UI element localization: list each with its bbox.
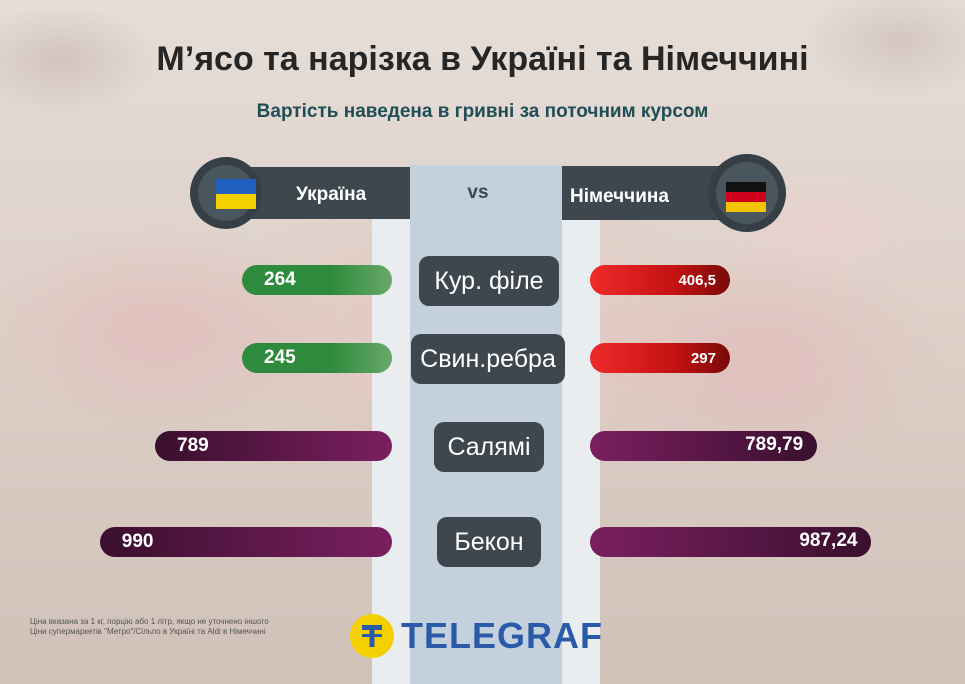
- bar-ukraine-1: [242, 343, 392, 373]
- header-ukraine: Україна: [190, 157, 410, 229]
- footnote-1: Ціна вказана за 1 кг, порцію або 1 літр,…: [30, 617, 269, 626]
- category-pill-3: Бекон: [437, 517, 541, 567]
- bar-ukraine-label-1: 245: [264, 347, 296, 368]
- header-germany: Німеччина: [562, 154, 786, 232]
- bar-germany-label-3: 987,24: [799, 530, 858, 551]
- vs-label: vs: [467, 182, 489, 203]
- bar-germany-label-2: 789,79: [745, 434, 804, 455]
- category-pill-1: Свин.ребра: [411, 334, 565, 384]
- bar-germany-1: [590, 343, 730, 373]
- header-germany-label: Німеччина: [570, 186, 669, 207]
- page-subtitle: Вартість наведена в гривні за поточним к…: [256, 101, 709, 122]
- bar-ukraine-3: [99, 527, 392, 557]
- header-ukraine-label: Україна: [296, 184, 367, 205]
- ukraine-flag-icon: [216, 179, 256, 209]
- bar-ukraine-label-3: 990: [121, 531, 154, 552]
- footnote-2: Ціни супермаркетів "Метро"/Сільпо в Укра…: [30, 627, 266, 636]
- bar-ukraine-0: [242, 265, 392, 295]
- page-title: М’ясо та нарізка в Україні та Німеччині: [156, 40, 809, 78]
- bar-germany-label-0: 406,5: [678, 272, 716, 289]
- bar-ukraine-2: [155, 431, 392, 461]
- telegraf-logo-mark: [362, 625, 382, 647]
- bar-germany-label-1: 297: [690, 350, 716, 367]
- bar-ukraine-label-2: 789: [177, 435, 209, 456]
- bar-germany-3: [590, 527, 872, 557]
- bar-germany-0: [590, 265, 730, 295]
- germany-flag-icon: [726, 182, 766, 212]
- category-pill-2: Салямі: [434, 422, 544, 472]
- vs-box: [410, 165, 562, 227]
- bar-germany-2: [590, 431, 818, 461]
- category-pill-0: Кур. філе: [419, 256, 559, 306]
- telegraf-logo-icon: [350, 614, 394, 658]
- bar-ukraine-label-0: 264: [264, 269, 296, 290]
- logo-text: TELEGRAF: [401, 615, 603, 656]
